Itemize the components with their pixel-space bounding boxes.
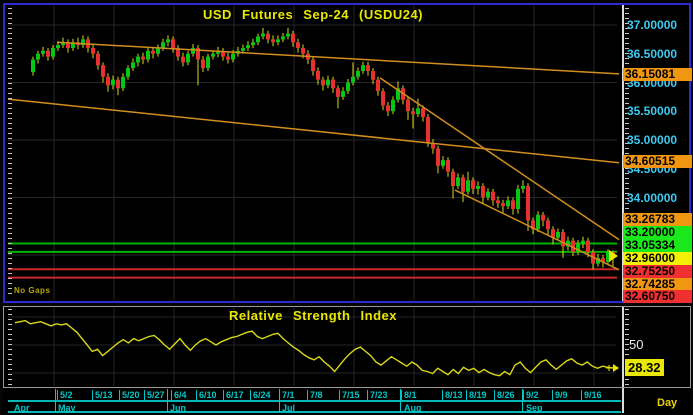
price-flag-orange: 36.15081 bbox=[623, 68, 692, 81]
month-label: Jul bbox=[282, 403, 296, 413]
rsi-level-50-label: 50 bbox=[629, 337, 644, 352]
date-tick-label: 6/24 bbox=[250, 390, 271, 400]
month-label: Sep bbox=[526, 403, 543, 413]
date-tick-label: 8/26 bbox=[494, 390, 515, 400]
price-flag-orange: 32.74285 bbox=[623, 278, 692, 291]
no-gaps-label: No Gaps bbox=[14, 286, 51, 295]
date-tick-label: 5/27 bbox=[144, 390, 165, 400]
time-axis-line-bottom bbox=[8, 411, 621, 413]
price-flag-red: 32.75250 bbox=[623, 265, 692, 278]
date-tick-label: 7/15 bbox=[339, 390, 360, 400]
date-tick-label: 5/20 bbox=[119, 390, 140, 400]
date-tick-label: 7/23 bbox=[367, 390, 388, 400]
price-flag-green: 33.20000 bbox=[623, 226, 692, 239]
rsi-title: Relative Strength Index bbox=[229, 308, 397, 323]
date-tick-label: 8/13 bbox=[442, 390, 463, 400]
price-scale-label: 35.00000 bbox=[627, 133, 678, 147]
month-label: Aug bbox=[404, 403, 422, 413]
chart-title: USD Futures Sep-24 (USDU24) bbox=[202, 7, 424, 22]
month-separator bbox=[279, 389, 280, 412]
price-flag-orange: 33.26783 bbox=[623, 213, 692, 226]
date-tick-label: 9/2 bbox=[523, 390, 539, 400]
date-tick-label: 5/13 bbox=[92, 390, 113, 400]
price-scale-label: 36.50000 bbox=[627, 46, 678, 61]
month-separator bbox=[400, 389, 401, 412]
price-flag-orange: 34.60515 bbox=[623, 155, 692, 168]
rsi-left-ruler-ticks bbox=[8, 309, 12, 385]
month-separator bbox=[522, 389, 523, 412]
month-label: May bbox=[58, 403, 76, 413]
price-plot-area[interactable] bbox=[8, 6, 618, 299]
month-label: Apr bbox=[14, 403, 30, 413]
price-flag-green: 33.05334 bbox=[623, 239, 692, 252]
rsi-current-value-badge: 28.32 bbox=[625, 359, 664, 376]
date-tick-label: 7/1 bbox=[279, 390, 295, 400]
timeframe-label[interactable]: Day bbox=[657, 397, 678, 409]
price-scale-label: 34.00000 bbox=[627, 190, 678, 205]
date-tick-label: 6/10 bbox=[196, 390, 217, 400]
date-tick-label: 5/2 bbox=[57, 390, 73, 400]
date-tick-label: 6/4 bbox=[171, 390, 187, 400]
month-separator bbox=[55, 389, 56, 412]
price-scale-tickmarks bbox=[625, 8, 629, 298]
date-tick-label: 8/19 bbox=[466, 390, 487, 400]
price-scale-label: 37.00000 bbox=[627, 18, 678, 32]
month-label: Jun bbox=[170, 403, 187, 413]
price-flag-yellow: 32.96000 bbox=[623, 252, 692, 265]
price-scale-label: 35.50000 bbox=[627, 104, 678, 119]
date-tick-label: 8/1 bbox=[401, 390, 417, 400]
date-tick-label: 9/9 bbox=[552, 390, 568, 400]
price-scale-separator bbox=[622, 5, 624, 301]
date-tick-label: 6/17 bbox=[223, 390, 244, 400]
rsi-plot-area[interactable] bbox=[8, 308, 618, 386]
rsi-scale-tickmarks bbox=[625, 309, 629, 385]
rsi-scale-separator bbox=[622, 307, 624, 387]
price-flag-red: 32.60750 bbox=[623, 290, 692, 303]
date-tick-label: 7/8 bbox=[307, 390, 323, 400]
time-axis-separator bbox=[622, 388, 624, 413]
time-axis-line-top bbox=[8, 400, 621, 402]
month-separator bbox=[167, 389, 168, 412]
date-tick-label: 9/16 bbox=[581, 390, 602, 400]
